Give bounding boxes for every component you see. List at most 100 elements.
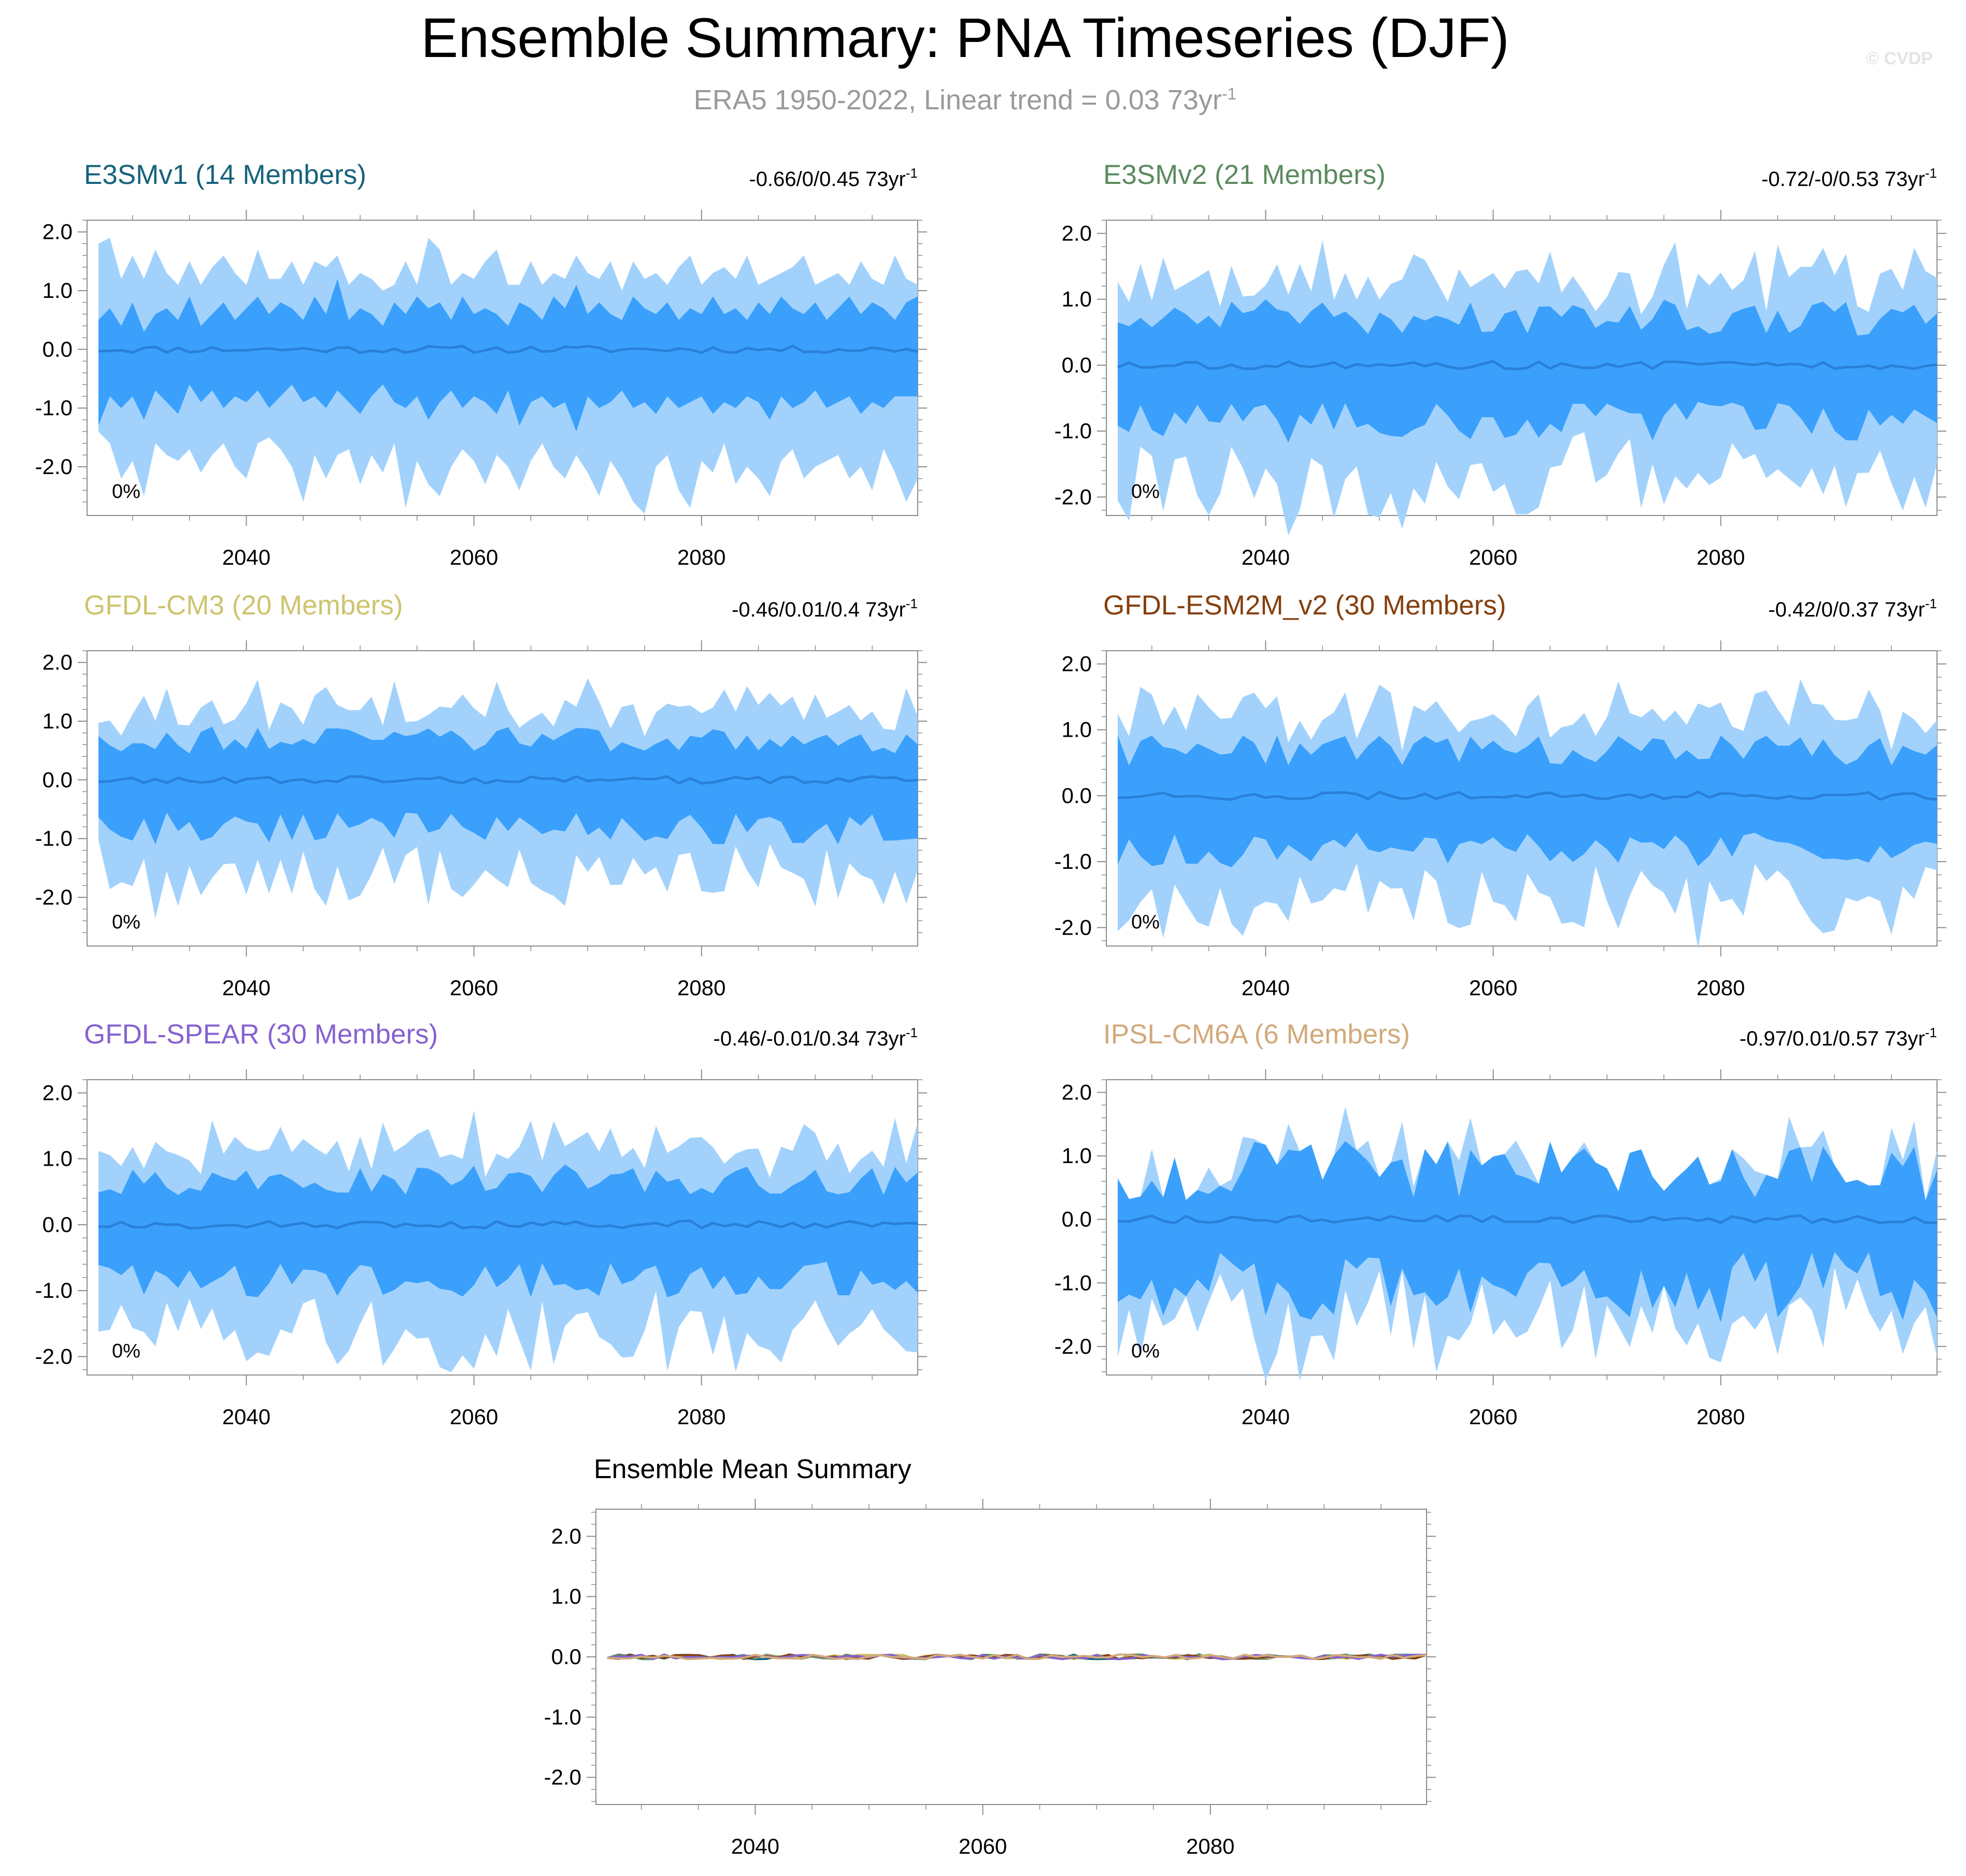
- panel-5-percent-label: 0%: [112, 1340, 140, 1362]
- panel-2-ytick-label: -2.0: [1055, 484, 1092, 509]
- panel-4-title: GFDL-ESM2M_v2 (30 Members): [1103, 590, 1506, 621]
- panel-4-ytick-label: -2.0: [1055, 915, 1092, 939]
- panel-5-xtick-label: 2060: [450, 1405, 498, 1429]
- panel-6-ytick-label: 0.0: [1062, 1207, 1092, 1231]
- panel-2-mean-line: [1117, 360, 1937, 370]
- panel-4-ytick-label: 0.0: [1062, 783, 1092, 808]
- mean-panel-xtick-label: 2080: [1186, 1834, 1234, 1858]
- panel-2-inner-band: [1118, 299, 1937, 443]
- panel-1-trend-value: -0.66/0/0.45 73yr: [749, 168, 905, 191]
- mean-panel: 2.0 1.0 0.0 -1.0 -2.0 2040 2060 2080 Ensemble Me…: [544, 1454, 1436, 1858]
- panel-3-trend-stats: -0.46/0.01/0.4 73yr-1: [732, 596, 918, 621]
- panel-4-percent-label: 0%: [1131, 911, 1160, 933]
- panel-5-inner-band: [98, 1164, 918, 1298]
- panel-5-ytick-label: 1.0: [42, 1147, 73, 1171]
- panel-4-ytick-label: 2.0: [1062, 651, 1092, 676]
- panel-1-percent-label: 0%: [112, 481, 140, 503]
- panel-3-trend-exponent: -1: [906, 596, 918, 611]
- panel-5-xtick-label: 2040: [222, 1405, 270, 1429]
- panel-1-ytick-label: -2.0: [35, 454, 73, 479]
- panel-1-xtick-label: 2040: [222, 545, 270, 569]
- panel-6-ytick-label: 1.0: [1062, 1143, 1092, 1168]
- mean-panel-ytick-label: -1.0: [544, 1705, 581, 1729]
- panel-6-trend-exponent: -1: [1925, 1025, 1937, 1040]
- panel-5-ytick-label: 2.0: [42, 1080, 73, 1105]
- panel-2-trend-exponent: -1: [1925, 165, 1937, 181]
- panel-4-trend-exponent: -1: [1925, 596, 1937, 611]
- panel-6-mean-line: [1117, 1214, 1937, 1225]
- panel-2-ytick-label: 2.0: [1062, 221, 1092, 245]
- panel-6-xtick-label: 2040: [1242, 1405, 1290, 1429]
- panel-4-xtick-label: 2080: [1697, 976, 1745, 1000]
- panel-1-ytick-label: 0.0: [42, 337, 73, 361]
- panel-4-inner-band: [1118, 735, 1937, 867]
- panel-6-ytick-label: -1.0: [1055, 1270, 1092, 1295]
- panel-5-ytick-label: -1.0: [35, 1278, 73, 1302]
- subtitle-exponent: -1: [1221, 84, 1237, 103]
- mean-panel-title: Ensemble Mean Summary: [594, 1454, 911, 1484]
- panel-6-inner-band: [1118, 1141, 1937, 1323]
- panel-5-trend-value: -0.46/-0.01/0.34 73yr: [714, 1027, 906, 1050]
- panel-2-xtick-label: 2080: [1697, 545, 1745, 569]
- panel-2: 2.0 1.0 0.0 -1.0 -2.0 2040 2060 2080 E3SMv2 (21 …: [1055, 160, 1946, 569]
- panel-2-title: E3SMv2 (21 Members): [1103, 160, 1386, 190]
- panel-5-mean-line: [98, 1219, 918, 1230]
- panel-6-percent-label: 0%: [1131, 1340, 1160, 1362]
- panel-5-ytick-label: -2.0: [35, 1344, 73, 1368]
- subtitle-text: ERA5 1950-2022, Linear trend = 0.03 73yr: [693, 84, 1222, 116]
- copyright-mark: © CVDP: [1866, 49, 1933, 68]
- panel-4-xtick-label: 2060: [1469, 976, 1517, 1000]
- mean-series-line: [607, 1653, 1427, 1660]
- panel-3-xtick-label: 2060: [450, 976, 498, 1000]
- panel-3-xtick-label: 2080: [677, 976, 725, 1000]
- panel-4-mean-line: [1117, 790, 1937, 801]
- panel-3-ytick-label: 2.0: [42, 650, 73, 675]
- mean-panel-ytick-label: 2.0: [551, 1524, 581, 1548]
- panel-1-ytick-label: 1.0: [42, 278, 73, 303]
- panel-1-trend-exponent: -1: [906, 165, 918, 181]
- mean-panel-ytick-label: 1.0: [551, 1584, 581, 1609]
- page-subtitle: ERA5 1950-2022, Linear trend = 0.03 73yr…: [0, 76, 1930, 118]
- panel-3-xtick-label: 2040: [222, 976, 270, 1000]
- panel-3-ytick-label: 1.0: [42, 709, 73, 733]
- panel-3-trend-value: -0.46/0.01/0.4 73yr: [732, 598, 906, 621]
- panel-2-ytick-label: 1.0: [1062, 287, 1092, 311]
- panel-3: 2.0 1.0 0.0 -1.0 -2.0 2040 2060 2080 GFDL-CM3 (2…: [35, 590, 927, 1000]
- mean-panel-ytick-label: 0.0: [551, 1644, 581, 1669]
- panel-5-title: GFDL-SPEAR (30 Members): [84, 1019, 438, 1050]
- panel-4-ytick-label: -1.0: [1055, 849, 1092, 873]
- panel-4-trend-value: -0.42/0/0.37 73yr: [1768, 598, 1925, 621]
- panel-5-trend-stats: -0.46/-0.01/0.34 73yr-1: [714, 1025, 918, 1050]
- panel-6-trend-value: -0.97/0.01/0.57 73yr: [1740, 1027, 1925, 1050]
- panel-6-xtick-label: 2080: [1697, 1405, 1745, 1429]
- panel-2-ytick-label: -1.0: [1055, 419, 1092, 443]
- panel-5-xtick-label: 2080: [677, 1405, 725, 1429]
- panel-1-mean-line: [98, 344, 918, 354]
- panel-6-title: IPSL-CM6A (6 Members): [1103, 1019, 1410, 1050]
- panel-3-title: GFDL-CM3 (20 Members): [84, 590, 403, 621]
- panel-1-xtick-label: 2060: [450, 545, 498, 569]
- mean-panel-xtick-label: 2040: [731, 1834, 779, 1858]
- panel-3-ytick-label: -2.0: [35, 885, 73, 909]
- panel-3-ytick-label: -1.0: [35, 826, 73, 851]
- panel-2-trend-value: -0.72/-0/0.53 73yr: [1761, 168, 1925, 191]
- panel-5-trend-exponent: -1: [906, 1025, 918, 1040]
- panel-4-ytick-label: 1.0: [1062, 718, 1092, 742]
- panel-2-trend-stats: -0.72/-0/0.53 73yr-1: [1761, 165, 1937, 191]
- panel-4-xtick-label: 2040: [1242, 976, 1290, 1000]
- mean-panel-frame: [595, 1509, 1427, 1805]
- mean-panel-xtick-label: 2060: [959, 1834, 1007, 1858]
- panel-1-ytick-label: 2.0: [42, 220, 73, 244]
- panel-3-ytick-label: 0.0: [42, 767, 73, 792]
- panel-6-xtick-label: 2060: [1469, 1405, 1517, 1429]
- panel-1-trend-stats: -0.66/0/0.45 73yr-1: [749, 165, 918, 191]
- panel-4: 2.0 1.0 0.0 -1.0 -2.0 2040 2060 2080 GFDL-ESM2M_…: [1055, 590, 1946, 1000]
- panel-6: 2.0 1.0 0.0 -1.0 -2.0 2040 2060 2080 IPSL-CM6A (…: [1055, 1019, 1946, 1429]
- panel-1-xtick-label: 2080: [677, 545, 725, 569]
- panel-1-title: E3SMv1 (14 Members): [84, 160, 366, 190]
- panel-5: 2.0 1.0 0.0 -1.0 -2.0 2040 2060 2080 GFDL-SPEAR …: [35, 1019, 927, 1429]
- panel-1-ytick-label: -1.0: [35, 396, 73, 420]
- panel-6-ytick-label: -2.0: [1055, 1334, 1092, 1358]
- panel-6-ytick-label: 2.0: [1062, 1080, 1092, 1105]
- panel-3-inner-band: [98, 726, 918, 844]
